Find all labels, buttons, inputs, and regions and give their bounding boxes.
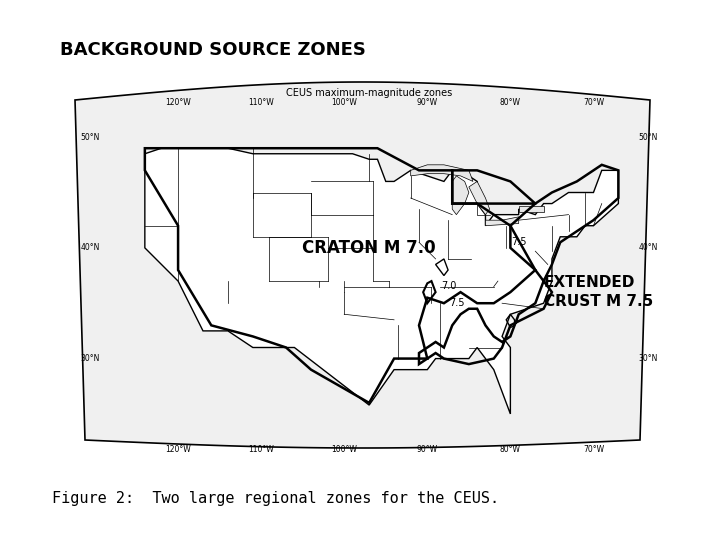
Text: 100°W: 100°W xyxy=(331,98,357,107)
Text: 80°W: 80°W xyxy=(500,445,521,454)
Text: 7.5: 7.5 xyxy=(449,298,465,308)
Polygon shape xyxy=(518,206,544,212)
Text: BACKGROUND SOURCE ZONES: BACKGROUND SOURCE ZONES xyxy=(60,41,366,59)
Text: 100°W: 100°W xyxy=(331,445,357,454)
Polygon shape xyxy=(410,165,473,181)
Polygon shape xyxy=(485,217,518,226)
Text: 90°W: 90°W xyxy=(417,445,438,454)
Text: 7.0: 7.0 xyxy=(441,281,456,291)
Polygon shape xyxy=(65,100,660,440)
Text: 30°N: 30°N xyxy=(81,354,100,363)
Text: 40°N: 40°N xyxy=(81,244,100,252)
Text: 50°N: 50°N xyxy=(639,133,658,141)
Text: 40°N: 40°N xyxy=(639,244,658,252)
Text: 80°W: 80°W xyxy=(500,98,521,107)
Text: 50°N: 50°N xyxy=(81,133,100,141)
Text: 120°W: 120°W xyxy=(165,445,191,454)
Text: 120°W: 120°W xyxy=(165,98,191,107)
Text: 90°W: 90°W xyxy=(417,98,438,107)
Polygon shape xyxy=(452,176,469,214)
Text: CEUS maximum-magnitude zones: CEUS maximum-magnitude zones xyxy=(286,88,452,98)
Text: EXTENDED
CRUST M 7.5: EXTENDED CRUST M 7.5 xyxy=(544,275,653,309)
Polygon shape xyxy=(469,181,490,214)
Text: 70°W: 70°W xyxy=(583,445,604,454)
Text: 110°W: 110°W xyxy=(248,445,274,454)
Text: 30°N: 30°N xyxy=(639,354,658,363)
Text: Figure 2:  Two large regional zones for the CEUS.: Figure 2: Two large regional zones for t… xyxy=(52,490,499,505)
Text: 7.5: 7.5 xyxy=(511,237,526,247)
Text: 70°W: 70°W xyxy=(583,98,604,107)
Text: CRATON M 7.0: CRATON M 7.0 xyxy=(302,239,436,257)
Text: 110°W: 110°W xyxy=(248,98,274,107)
Polygon shape xyxy=(75,82,650,448)
Polygon shape xyxy=(145,148,618,414)
